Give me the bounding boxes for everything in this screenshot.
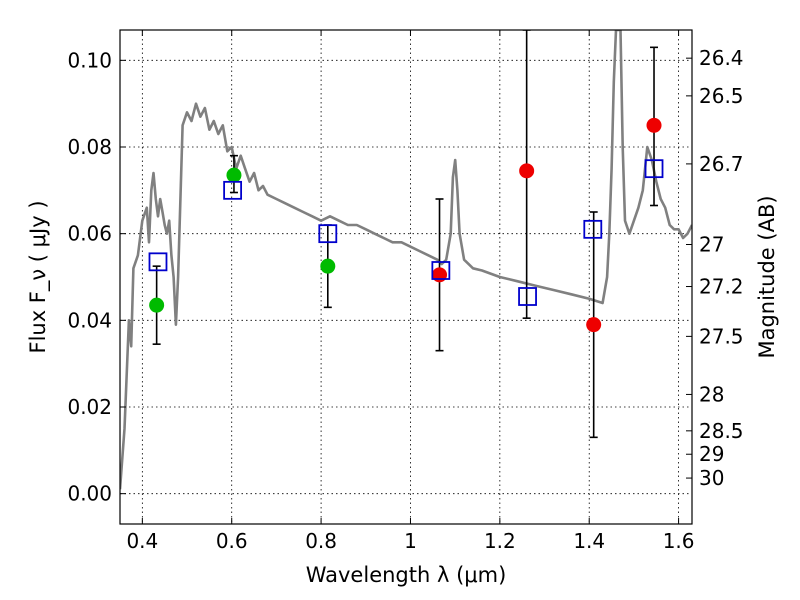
- y-tick-label: 0.04: [67, 308, 112, 332]
- nir-photometry-point: [646, 117, 662, 133]
- model-flux-point: [583, 219, 603, 239]
- y-axis-label: Flux F_ν ( μJy ): [26, 200, 51, 353]
- model-flux-point: [148, 252, 168, 272]
- model-flux-point: [518, 287, 537, 306]
- right-axis-label: Magnitude (AB): [755, 195, 779, 358]
- right-tick-label: 26.5: [699, 84, 744, 108]
- y-tick-label: 0.10: [67, 48, 112, 72]
- plot-frame: [119, 29, 693, 525]
- x-axis-ticks: 0.4 0.6 0.8 1 1.2 1.4 1.6: [126, 30, 695, 553]
- photometry-point: [149, 297, 165, 313]
- nir-photometry-point: [519, 163, 535, 179]
- x-tick-label: 1.6: [663, 529, 695, 553]
- model-spectrum-layer: [120, 30, 692, 490]
- right-tick-label: 29: [699, 442, 724, 466]
- marker-layer: [148, 117, 664, 333]
- y-tick-label: 0.02: [67, 395, 112, 419]
- right-tick-label: 26.7: [699, 152, 744, 176]
- right-tick-label: 27: [699, 233, 724, 257]
- right-tick-label: 26.4: [699, 46, 744, 70]
- x-tick-label: 0.6: [216, 529, 248, 553]
- x-axis-label: Wavelength λ (μm): [306, 563, 507, 587]
- nir-photometry-point: [432, 267, 448, 283]
- y-tick-label: 0.06: [67, 222, 112, 246]
- grid-lines: [120, 30, 692, 524]
- y-tick-label: 0.00: [67, 482, 112, 506]
- photometry-point: [320, 258, 336, 274]
- model-flux-point: [431, 261, 451, 280]
- right-tick-label: 28: [699, 382, 724, 406]
- right-tick-label: 28.5: [699, 419, 744, 443]
- model-flux-point: [644, 159, 664, 179]
- nir-photometry-point: [586, 317, 602, 333]
- y-axis-ticks: 0.00 0.02 0.04 0.06 0.08 0.10: [67, 48, 126, 506]
- model-flux-point: [223, 180, 243, 200]
- photometry-point: [226, 167, 242, 183]
- plot-area: [120, 30, 692, 490]
- y-tick-label: 0.08: [67, 135, 112, 159]
- x-tick-label: 0.4: [126, 529, 158, 553]
- x-tick-label: 1.2: [484, 529, 516, 553]
- right-tick-label: 27.5: [699, 324, 744, 348]
- right-tick-label: 27.2: [699, 275, 744, 299]
- x-tick-label: 1.4: [573, 529, 605, 553]
- x-tick-label: 0.8: [305, 529, 337, 553]
- model-spectrum-line: [120, 30, 692, 490]
- x-tick-label: 1: [404, 529, 417, 553]
- right-tick-label: 30: [699, 466, 724, 490]
- model-flux-point: [318, 224, 338, 244]
